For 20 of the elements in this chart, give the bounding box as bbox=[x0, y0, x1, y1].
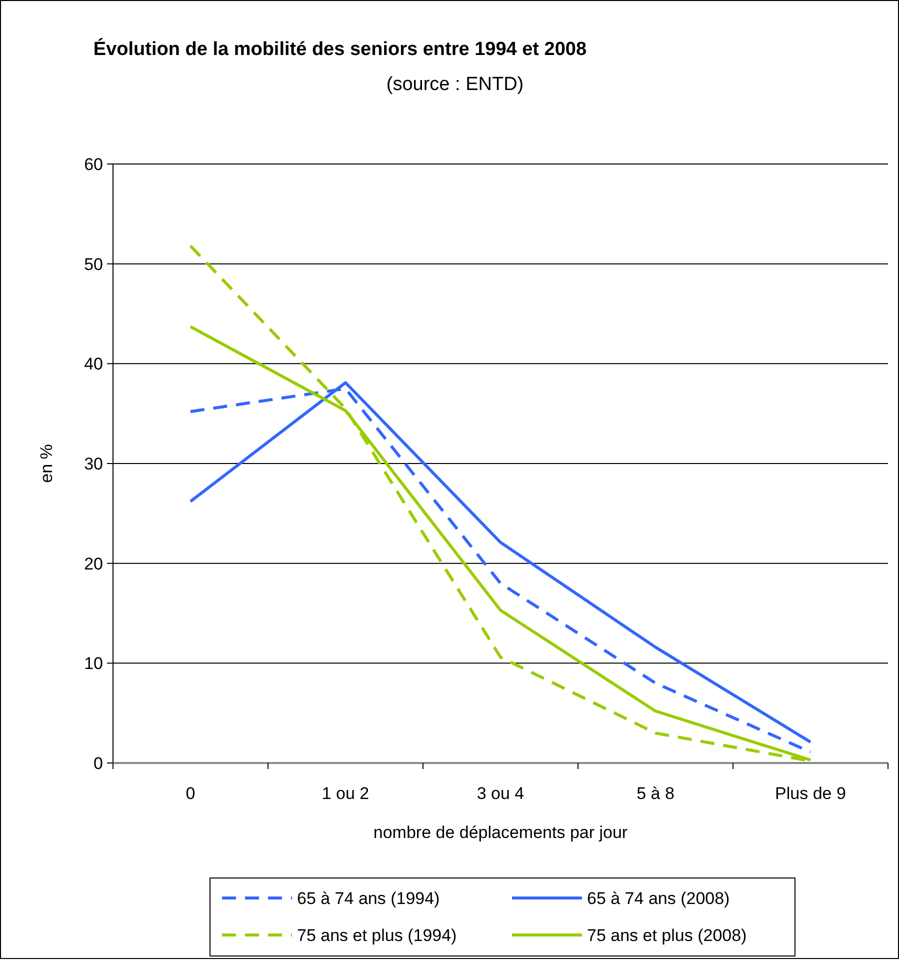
chart-title: Évolution de la mobilité des seniors entre 1994 et 2008 bbox=[93, 38, 587, 60]
legend-label: 75 ans et plus (1994) bbox=[297, 926, 457, 945]
x-tick-label: Plus de 9 bbox=[775, 784, 846, 803]
chart-subtitle: (source : ENTD) bbox=[386, 74, 524, 95]
x-axis-title: nombre de déplacements par jour bbox=[373, 823, 628, 842]
y-tick-label: 60 bbox=[84, 155, 103, 174]
x-tick-label: 1 ou 2 bbox=[322, 784, 370, 803]
y-tick-label: 0 bbox=[94, 754, 103, 773]
y-axis-title: en % bbox=[37, 444, 56, 483]
x-tick-label: 5 à 8 bbox=[636, 784, 674, 803]
y-tick-label: 50 bbox=[84, 254, 103, 274]
y-tick-label: 30 bbox=[84, 454, 103, 474]
y-tick-label: 20 bbox=[84, 554, 103, 574]
legend-label: 65 à 74 ans (2008) bbox=[587, 889, 730, 908]
legend-label: 75 ans et plus (2008) bbox=[587, 926, 747, 945]
x-tick-label: 3 ou 4 bbox=[476, 784, 524, 803]
legend-label: 65 à 74 ans (1994) bbox=[297, 889, 440, 908]
x-tick-label: 0 bbox=[186, 784, 196, 803]
y-tick-label: 40 bbox=[84, 354, 103, 374]
y-tick-label: 10 bbox=[84, 654, 103, 674]
